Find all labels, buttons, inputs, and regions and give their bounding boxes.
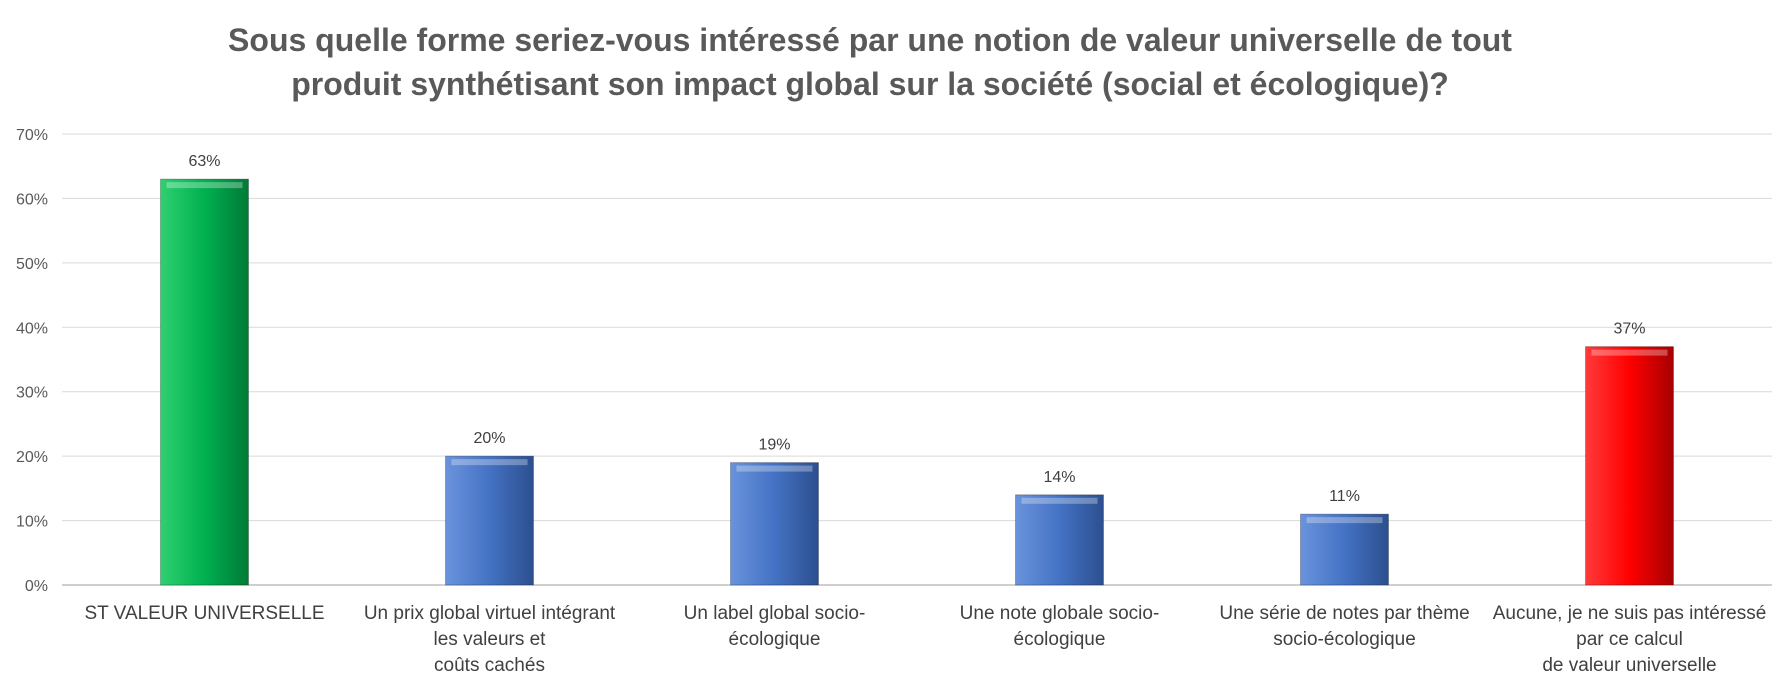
data-label: 11% [1329, 488, 1360, 505]
y-tick-label: 60% [16, 191, 48, 208]
bar [445, 455, 534, 586]
bar-highlight [1591, 349, 1668, 356]
x-axis: ST VALEUR UNIVERSELLE Un prix global virt… [84, 603, 1766, 676]
x-tick-label: coûts cachés [434, 655, 545, 676]
y-axis: 0% 10% 20% 30% 40% 50% 60% 70% [16, 127, 48, 595]
bar [160, 178, 249, 586]
x-tick-label: de valeur universelle [1542, 655, 1716, 676]
x-tick-label: les valeurs et [434, 629, 547, 650]
bar-body [1300, 514, 1389, 585]
data-labels: 63% 20% 19% 14% 11% 37% [188, 153, 1645, 505]
bar-body [445, 456, 534, 585]
chart-title: Sous quelle forme seriez-vous intéressé … [0, 18, 1740, 106]
y-tick-label: 30% [16, 385, 48, 402]
bar-body [160, 179, 249, 585]
y-tick-label: 0% [25, 578, 48, 595]
x-tick-label: par ce calcul [1576, 629, 1683, 650]
bar-highlight [1021, 497, 1098, 504]
data-label: 19% [758, 437, 790, 454]
x-tick-label: Aucune, je ne suis pas intéressé [1493, 603, 1767, 624]
data-label: 14% [1043, 469, 1075, 486]
bar [730, 462, 819, 586]
data-label: 20% [473, 430, 505, 447]
bar-highlight [166, 182, 243, 189]
y-tick-label: 10% [16, 514, 48, 531]
bar [1015, 494, 1104, 586]
x-tick-label: ST VALEUR UNIVERSELLE [84, 603, 324, 624]
bar [1585, 346, 1674, 586]
bar-highlight [451, 459, 528, 466]
bar-highlight [736, 465, 813, 472]
x-tick-label: Un prix global virtuel intégrant [364, 603, 616, 624]
bar [1300, 513, 1389, 586]
y-tick-label: 70% [16, 127, 48, 144]
bars [160, 178, 1674, 586]
bar-body [730, 462, 819, 585]
x-tick-label: socio-écologique [1273, 629, 1416, 650]
chart-title-line-1: Sous quelle forme seriez-vous intéressé … [228, 22, 1512, 58]
y-tick-label: 20% [16, 449, 48, 466]
data-label: 63% [188, 153, 220, 170]
bar-outline [730, 462, 819, 586]
gridlines [62, 133, 1772, 586]
y-tick-label: 40% [16, 320, 48, 337]
y-tick-label: 50% [16, 256, 48, 273]
bar-outline [445, 455, 534, 586]
bar-outline [1300, 513, 1389, 586]
bar-outline [1585, 346, 1674, 586]
bar-highlight [1306, 517, 1383, 524]
bar-outline [1015, 494, 1104, 586]
bar-outline [160, 178, 249, 586]
x-tick-label: Une série de notes par thème [1219, 603, 1469, 624]
x-tick-label: écologique [1014, 629, 1106, 650]
bar-body [1585, 346, 1674, 585]
x-tick-label: Un label global socio- [684, 603, 866, 624]
x-tick-label: Une note globale socio- [960, 603, 1160, 624]
bar-body [1015, 494, 1104, 585]
chart-title-line-2: produit synthétisant son impact global s… [291, 66, 1449, 102]
data-label: 37% [1613, 321, 1645, 338]
x-tick-label: écologique [729, 629, 821, 650]
